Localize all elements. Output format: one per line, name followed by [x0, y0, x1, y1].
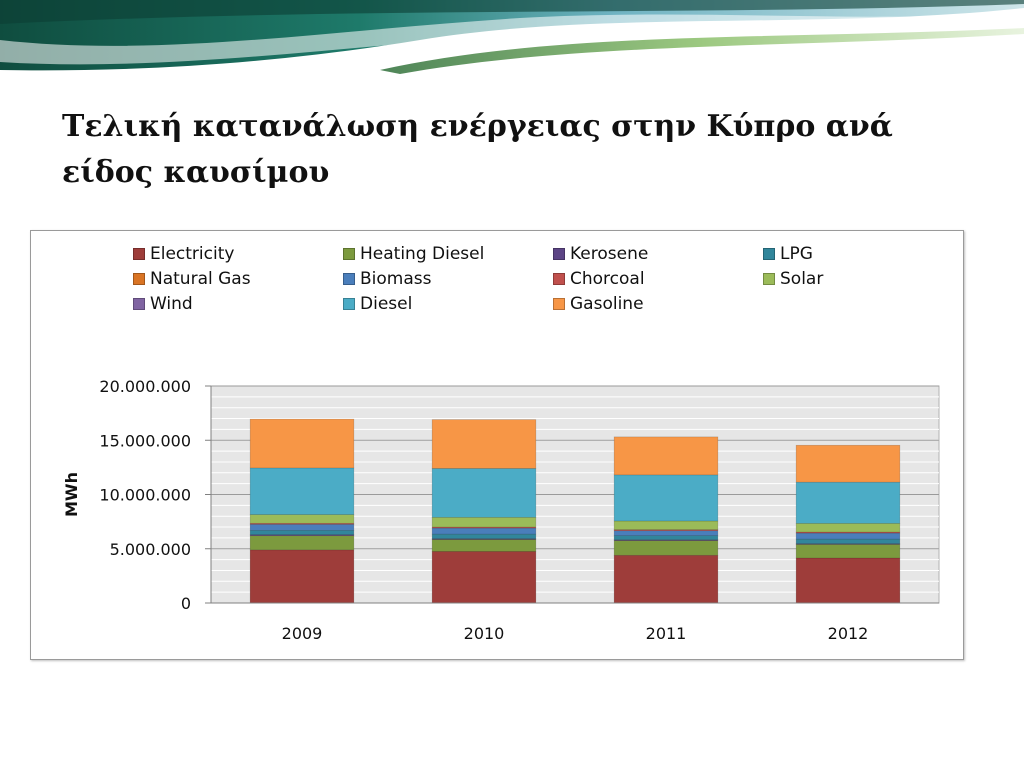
legend-item-diesel: Diesel [343, 293, 412, 315]
bar-segment-gasoline-2012 [795, 444, 901, 483]
legend-swatch [133, 298, 145, 310]
stacked-bar-chart: 0 5.000.000 10.000.000 15.000.000 20.000.000… [62, 377, 940, 643]
legend-swatch [133, 273, 145, 285]
bar-segment-heating-diesel-2009 [249, 535, 355, 551]
legend-label: Heating Diesel [360, 244, 485, 264]
legend-swatch [553, 298, 565, 310]
legend-item-electricity: Electricity [133, 243, 234, 265]
legend-label: Gasoline [570, 294, 644, 314]
bar-segment-heating-diesel-2010 [431, 539, 537, 552]
legend-label: Chorcoal [570, 269, 645, 289]
chart-frame: Electricity Heating Diesel Kerosene LPG Natu… [30, 230, 964, 660]
legend-label: Natural Gas [150, 269, 251, 289]
bar-segment-heating-diesel-2012 [795, 544, 901, 559]
bar-segment-heating-diesel-2011 [613, 540, 719, 556]
y-tick-label: 15.000.000 [99, 431, 191, 450]
y-tick-label: 0 [181, 594, 191, 613]
legend-swatch [133, 248, 145, 260]
bar-segment-biomass-2011 [613, 530, 719, 536]
bar-segment-gasoline-2009 [249, 418, 355, 469]
legend-item-wind: Wind [133, 293, 193, 315]
bar-segment-diesel-2010 [431, 468, 537, 518]
bar-segment-electricity-2012 [795, 557, 901, 604]
legend-item-kerosene: Kerosene [553, 243, 648, 265]
bar-segment-diesel-2011 [613, 474, 719, 522]
bar-segment-gasoline-2011 [613, 436, 719, 476]
bar-segment-kerosene-2011 [613, 539, 719, 541]
y-tick-label: 5.000.000 [110, 540, 191, 559]
legend-item-solar: Solar [763, 268, 823, 290]
bar-segment-biomass-2009 [249, 524, 355, 531]
bar-segment-lpg-2010 [431, 533, 537, 539]
legend-swatch [343, 273, 355, 285]
legend-swatch [553, 273, 565, 285]
bar-segment-electricity-2011 [613, 554, 719, 604]
y-tick-label: 10.000.000 [99, 486, 191, 505]
x-tick-label: 2011 [646, 624, 687, 643]
legend-item-heating-diesel: Heating Diesel [343, 243, 484, 265]
bar-segment-solar-2011 [613, 520, 719, 530]
legend-swatch [343, 298, 355, 310]
bar-segment-diesel-2009 [249, 467, 355, 515]
bar-segment-solar-2012 [795, 523, 901, 533]
x-tick-label: 2012 [828, 624, 869, 643]
x-tick-label: 2009 [282, 624, 323, 643]
bar-segment-lpg-2012 [795, 538, 901, 544]
bar-segment-electricity-2009 [249, 549, 355, 604]
legend-label: Biomass [360, 269, 432, 289]
bar-segment-biomass-2010 [431, 527, 537, 535]
legend-item-biomass: Biomass [343, 268, 431, 290]
bar-segment-solar-2009 [249, 514, 355, 524]
bar-segment-lpg-2011 [613, 535, 719, 541]
legend-swatch [763, 273, 775, 285]
legend-label: Kerosene [570, 244, 649, 264]
legend-item-gasoline: Gasoline [553, 293, 644, 315]
legend-swatch [343, 248, 355, 260]
legend-label: LPG [780, 244, 813, 264]
y-tick-label: 20.000.000 [99, 377, 191, 396]
legend-label: Wind [150, 294, 193, 314]
bar-segment-biomass-2012 [795, 532, 901, 540]
legend-swatch [763, 248, 775, 260]
legend-label: Electricity [150, 244, 235, 264]
decorative-banner [0, 0, 1024, 74]
legend-swatch [553, 248, 565, 260]
x-tick-label: 2010 [464, 624, 505, 643]
legend-item-lpg: LPG [763, 243, 813, 265]
legend-item-chorcoal: Chorcoal [553, 268, 645, 290]
legend-item-natural-gas: Natural Gas [133, 268, 251, 290]
bar-segment-diesel-2012 [795, 481, 901, 524]
slide-title: Τελική κατανάλωση ενέργειας στην Κύπρο α… [62, 109, 893, 190]
bar-segment-gasoline-2010 [431, 419, 537, 469]
y-axis-title: MWh [62, 472, 81, 517]
legend-label: Diesel [360, 294, 413, 314]
legend-label: Solar [780, 269, 824, 289]
bar-segment-lpg-2009 [249, 530, 355, 535]
bar-segment-electricity-2010 [431, 551, 537, 604]
bar-segment-solar-2010 [431, 516, 537, 528]
